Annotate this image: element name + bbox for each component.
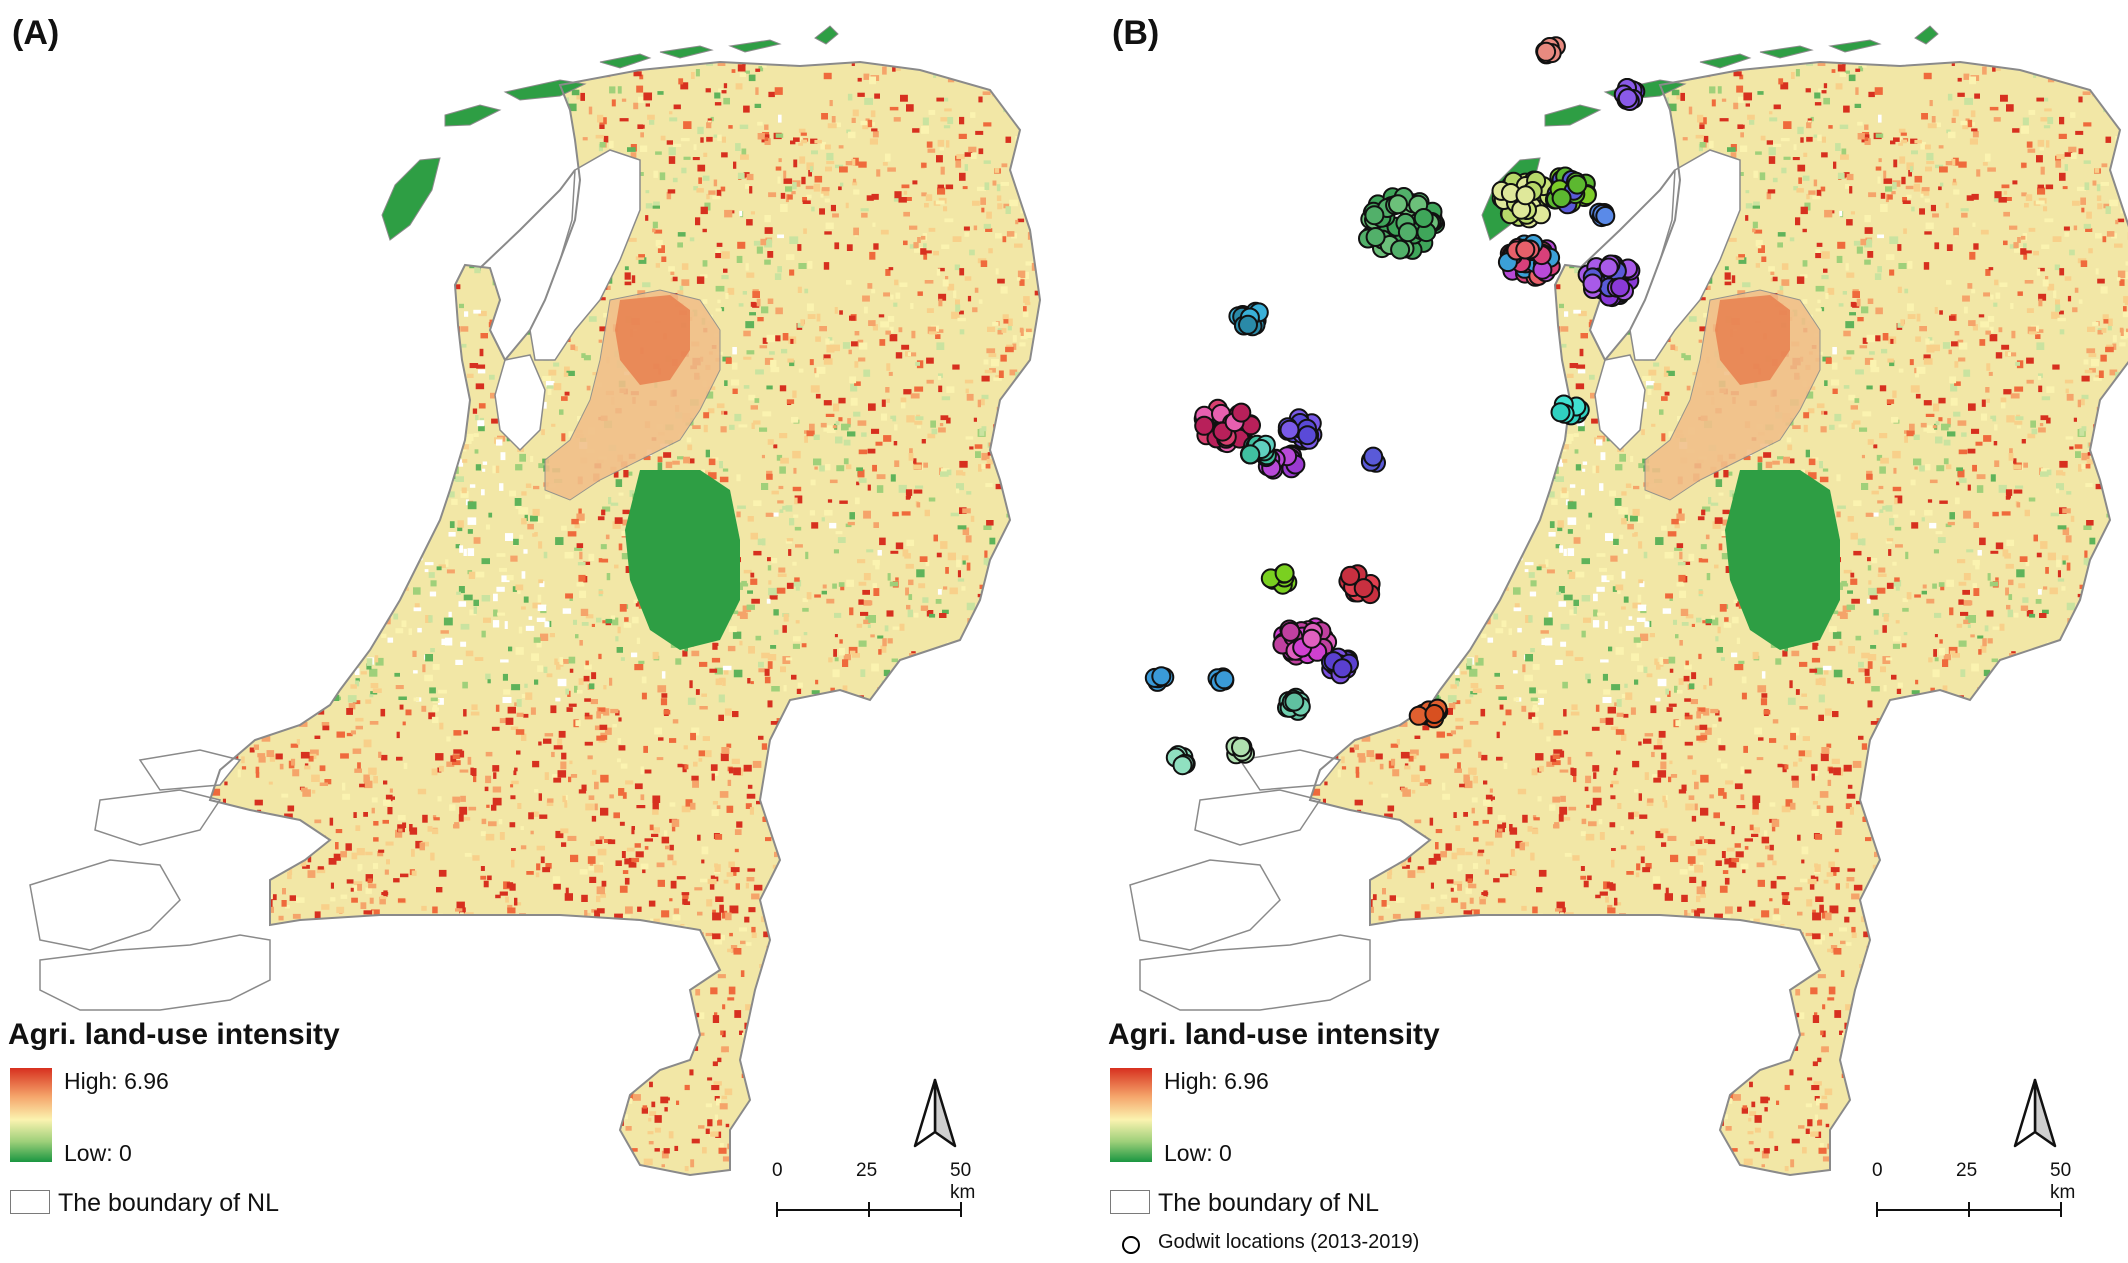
country-boundary [208,60,1042,1177]
scale-tick-25: 25 [1956,1160,1978,1181]
godwit-point [1363,446,1384,467]
country-boundary [1308,60,2128,1177]
land-area [1310,62,2128,1175]
godwit-point [1231,402,1252,423]
markermeer-water [494,354,546,452]
scale-tick-50: 50 km [950,1160,976,1203]
godwit-point [1424,704,1445,724]
godwit-point [1151,666,1172,687]
wadden-island [1759,45,1814,59]
wadden-island [381,157,441,241]
godwit-point [1280,621,1301,642]
godwit-point [1515,239,1536,260]
boundary-swatch [10,1190,50,1214]
veluwe-forest [625,470,740,650]
godwit-point [1598,257,1619,278]
wadden-island [444,104,502,127]
godwit-point [1515,185,1536,206]
scale-tick-0: 0 [1872,1160,1883,1181]
north-arrow-icon [2013,1078,2057,1148]
godwit-point [1301,628,1322,649]
afsluitdijk [1579,169,1676,269]
veluwe-forest [1725,470,1840,650]
boundary-legend-label: The boundary of NL [1158,1189,1379,1217]
afsluitdijk [479,169,576,269]
netherlands-map [29,25,1042,1177]
ramp-low-label: Low: 0 [1164,1140,1232,1166]
godwit-legend-label: Godwit locations (2013-2019) [1158,1231,1420,1253]
map-panel-b: (B) Agri. land-use intensity High: 6.96 … [1100,0,2128,1263]
godwit-point [1550,402,1571,423]
godwit-point [1536,41,1557,62]
godwit-point [1284,691,1305,712]
wadden-island [1914,25,1939,45]
godwit-point [1617,88,1638,109]
godwit-point [1397,222,1418,243]
zeeland-island [94,789,222,846]
wadden-island [1544,104,1602,127]
godwit-point [1231,737,1251,758]
boundary-swatch [1110,1190,1150,1214]
godwit-point [1240,444,1261,465]
godwit-point [1172,755,1193,776]
boundary-legend-label: The boundary of NL [58,1189,279,1217]
noordoostpolder [1715,295,1790,385]
godwit-point [1353,578,1374,599]
godwit-point [1194,415,1215,436]
godwit-point [1214,669,1235,690]
map-panel-a: (A) Agri. land-use intensity High: 6.96 … [8,14,1042,1217]
godwit-point [1297,425,1318,446]
godwit-point [1274,563,1295,584]
godwit-point [1413,208,1434,228]
zeeland-island [29,859,181,951]
zeeland-island [138,749,242,791]
godwit-point [1567,174,1588,195]
legend-title: Agri. land-use intensity [1108,1018,1440,1051]
wadden-island [1699,53,1752,69]
godwit-point [1551,188,1572,209]
scale-tick-50: 50 km [2050,1160,2076,1203]
godwit-point [1364,205,1385,226]
wadden-island [1828,39,1882,53]
godwit-point [1238,314,1258,335]
intensity-color-ramp [1110,1068,1152,1162]
scale-tick-25: 25 [856,1160,878,1181]
markermeer-water [1594,354,1646,452]
godwit-point [1582,273,1603,294]
scale-tick-0: 0 [772,1160,783,1181]
godwit-point [1595,206,1616,226]
zeeland-island [1238,749,1342,791]
godwit-point [1279,419,1300,440]
ramp-high-label: High: 6.96 [1164,1068,1269,1094]
zeeland-island [1194,789,1322,846]
godwit-point [1610,277,1631,298]
wadden-island [814,25,839,45]
wadden-island [659,45,714,59]
zeeland-island [39,934,271,1011]
zeeland-island [1129,859,1281,951]
legend-title: Agri. land-use intensity [8,1018,340,1051]
wadden-island [599,53,652,69]
panel-label: (B) [1112,14,1160,52]
panel-label: (A) [12,14,60,52]
wadden-island [728,39,782,53]
ramp-low-label: Low: 0 [64,1140,132,1166]
godwit-point [1365,227,1386,247]
godwit-locations [1144,36,1646,776]
zeeland-island [1139,934,1371,1011]
intensity-color-ramp [10,1068,52,1162]
netherlands-map [1129,25,2128,1177]
godwit-point [1390,239,1411,260]
godwit-point [1340,565,1361,586]
godwit-point [1332,658,1353,679]
north-arrow-icon [913,1078,957,1148]
godwit-legend-marker [1122,1236,1140,1254]
ramp-high-label: High: 6.96 [64,1068,169,1094]
noordoostpolder [615,295,690,385]
godwit-point [1388,194,1408,215]
